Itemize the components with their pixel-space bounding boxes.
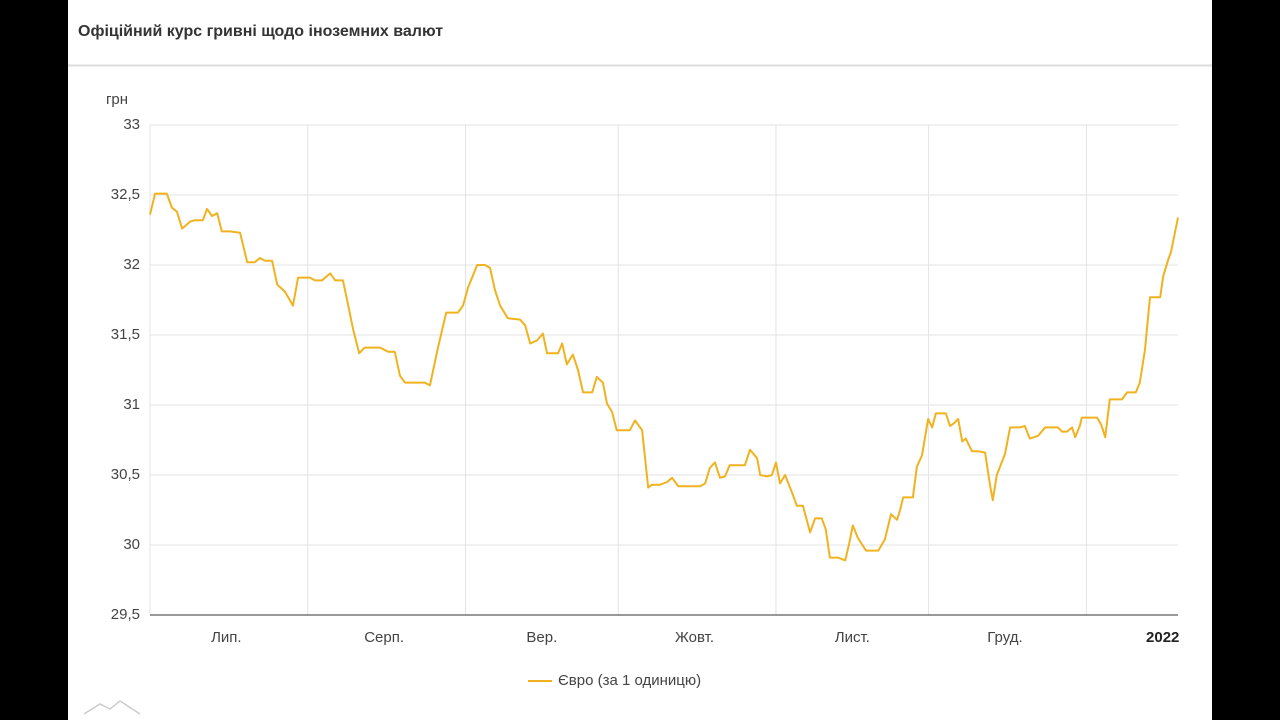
series-line [149,192,1179,562]
y-tick-label: 32 [123,256,140,273]
x-tick-label: 2022 [1146,629,1179,646]
y-axis-label: грн [106,91,128,108]
x-tick-label: Груд. [987,629,1022,646]
logo [83,700,141,715]
x-tick-label: Серп. [364,629,404,646]
x-tick-label: Лист. [835,629,870,646]
y-tick-label: 29,5 [111,606,140,623]
x-tick-label: Вер. [526,629,557,646]
y-tick-label: 31,5 [111,326,140,343]
y-tick-label: 31 [123,396,140,413]
y-tick-label: 33 [123,116,140,133]
y-tick-label: 30,5 [111,466,140,483]
x-tick-label: Жовт. [675,629,714,646]
y-tick-label: 30 [123,536,140,553]
chart-title: Офіційний курс гривні щодо іноземних вал… [78,23,443,40]
y-tick-label: 32,5 [111,186,140,203]
legend-label: Євро (за 1 одиницю) [558,672,701,689]
x-tick-label: Лип. [211,629,242,646]
panel [68,0,1212,720]
